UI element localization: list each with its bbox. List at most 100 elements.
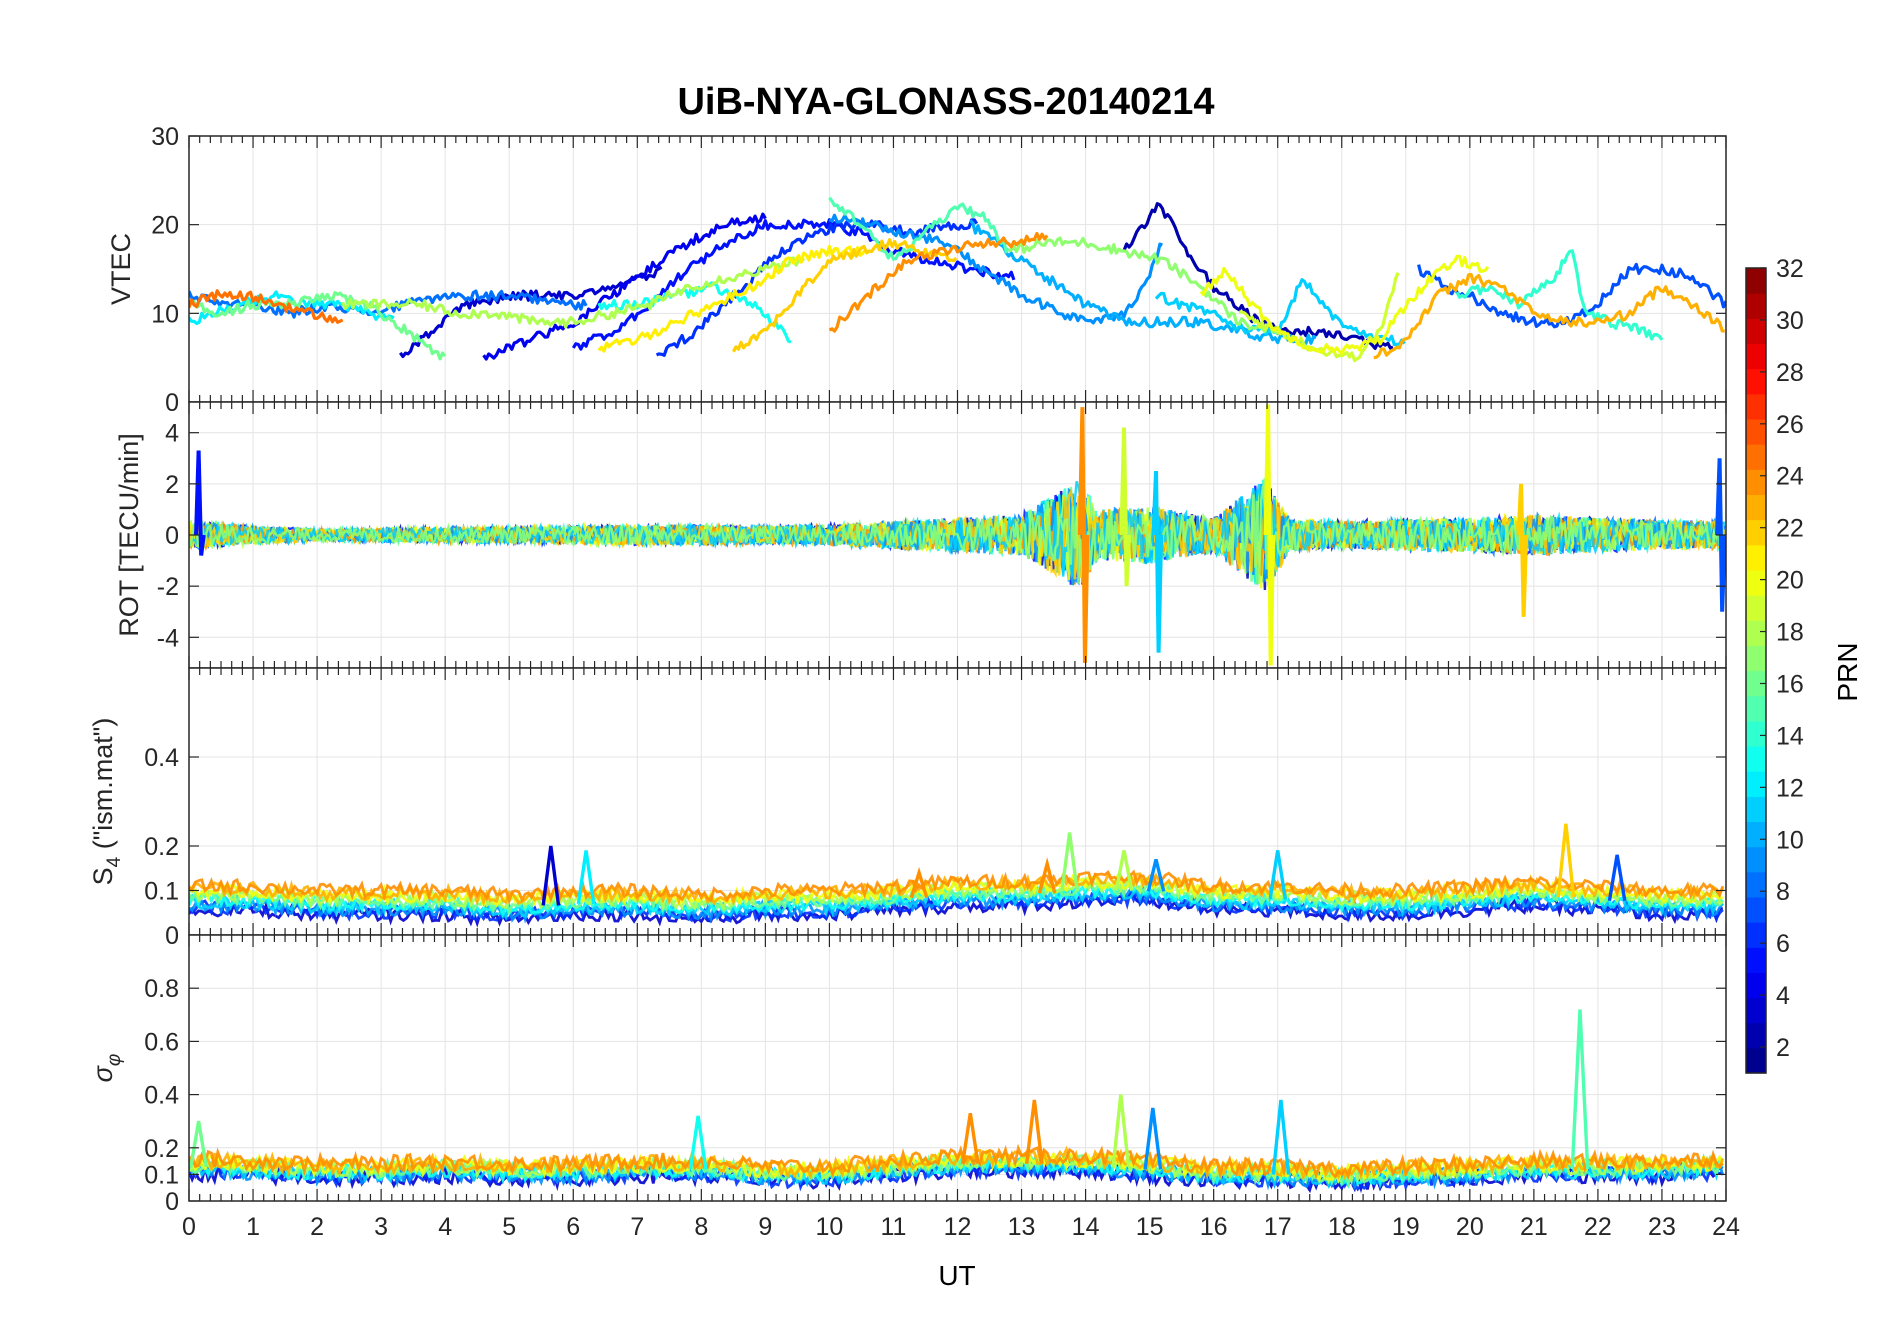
colorbar-swatch	[1746, 720, 1766, 747]
x-tick-label: 20	[1456, 1213, 1484, 1241]
colorbar-swatch	[1746, 796, 1766, 823]
colorbar-swatch	[1746, 569, 1766, 596]
spike-prn-9	[1146, 858, 1166, 892]
spike-prn-22	[1556, 823, 1576, 898]
x-tick-label: 11	[880, 1213, 906, 1241]
y-axis-label-part: 4	[104, 856, 125, 867]
colorbar-swatch	[1746, 469, 1766, 496]
x-tick-label: 22	[1584, 1213, 1612, 1241]
y-tick-label: 10	[151, 300, 179, 328]
panel-rot: -4 -2 0 2 4 ROT [TECU/min]	[114, 401, 1727, 669]
spike-prn-12	[576, 850, 596, 905]
spike-prn-19	[1119, 427, 1132, 587]
colorbar-tick-label: 22	[1776, 515, 1804, 543]
x-tick-label: 17	[1264, 1213, 1292, 1241]
x-tick-label: 1	[246, 1213, 260, 1241]
colorbar-tick-label: 28	[1776, 359, 1804, 387]
x-tick-label: 24	[1712, 1213, 1740, 1241]
y-tick-label: 0.6	[144, 1028, 179, 1056]
series-line-prn-10	[969, 219, 1317, 345]
y-axis-label: VTEC	[106, 233, 136, 305]
colorbar-swatch	[1746, 922, 1766, 948]
spike-prn-11	[1268, 850, 1288, 900]
colorbar-swatch	[1746, 318, 1766, 345]
y-tick-label: 0.2	[144, 1135, 179, 1163]
x-tick-label: 2	[310, 1213, 324, 1241]
series-line-prn-24	[189, 869, 1725, 906]
colorbar-tick-label: 12	[1776, 774, 1804, 802]
y-tick-label: 30	[151, 123, 179, 151]
spike-prn-24	[909, 866, 929, 899]
y-tick-label: 4	[165, 420, 179, 448]
y-axis-label-part: S	[88, 867, 118, 885]
y-tick-label: 0	[165, 922, 179, 950]
x-tick-label: 14	[1072, 1213, 1100, 1241]
x-tick-label: 12	[944, 1213, 972, 1241]
colorbar-swatch	[1746, 846, 1766, 873]
y-tick-label: 0.4	[144, 1082, 179, 1110]
colorbar-swatch	[1746, 620, 1766, 646]
spike-prn-7	[1607, 854, 1627, 902]
colorbar-tick-label: 6	[1776, 930, 1790, 958]
colorbar-tick-label: 8	[1776, 878, 1790, 906]
series-line-prn-11	[1154, 278, 1406, 347]
series-line-prn-15	[828, 196, 1010, 261]
colorbar-swatch	[1746, 368, 1766, 395]
y-axis-label: σφ	[88, 1054, 125, 1083]
spike-prn-9	[1143, 1107, 1163, 1170]
colorbar-tick-label: 10	[1776, 826, 1804, 854]
colorbar-swatch	[1746, 595, 1766, 621]
y-tick-label: -2	[157, 573, 179, 601]
spike-prn-18	[1111, 1094, 1131, 1167]
colorbar-swatch	[1746, 670, 1766, 697]
y-tick-label: -4	[157, 624, 179, 652]
series-line-prn-4	[482, 212, 767, 361]
y-tick-label: 0.1	[144, 1161, 179, 1189]
y-tick-label: 0	[165, 522, 179, 550]
series-line-prn-16	[189, 291, 447, 361]
x-ticks	[188, 668, 1727, 935]
y-axis-label: ROT [TECU/min]	[114, 433, 144, 637]
y-tick-label: 0.1	[144, 878, 179, 906]
series-line-prn-25	[189, 289, 344, 324]
colorbar-swatch	[1746, 896, 1766, 923]
y-tick-label: 0.8	[144, 975, 179, 1003]
colorbar-swatch	[1746, 1047, 1766, 1074]
colorbar-tick-label: 2	[1776, 1034, 1790, 1062]
colorbar-tick-label: 18	[1776, 619, 1804, 647]
y-axis-label-part: σ	[88, 1064, 118, 1082]
y-tick-label: 0	[165, 1188, 179, 1216]
y-tick-label: 0	[165, 389, 179, 417]
x-ticks	[188, 935, 1727, 1201]
x-ticks	[188, 136, 1727, 402]
colorbar-tick-label: 20	[1776, 567, 1804, 595]
spike-prn-24	[1037, 857, 1057, 894]
x-tick-label: 3	[374, 1213, 388, 1241]
colorbar-tick-label: 30	[1776, 307, 1804, 335]
spike-prn-22	[1516, 483, 1529, 617]
x-tick-label: 16	[1200, 1213, 1228, 1241]
x-tick-label: 5	[502, 1213, 516, 1241]
x-tick-label: 21	[1520, 1213, 1548, 1241]
colorbar-swatch	[1746, 745, 1766, 772]
spike-prn-16	[189, 1120, 208, 1168]
colorbar-swatch	[1746, 972, 1766, 999]
colorbar-label: PRN	[1832, 642, 1863, 701]
series-line-prn-20	[1199, 254, 1490, 356]
panel-s4: 0 0.1 0.2 0.4 S4 ("ism.mat")	[88, 667, 1727, 950]
spike-prn-11	[1151, 470, 1164, 653]
spike-prn-5	[194, 450, 206, 556]
colorbar-tick-label: 26	[1776, 411, 1804, 439]
x-ticks	[188, 402, 1727, 668]
x-tick-label: 10	[816, 1213, 844, 1241]
spike-prn-18	[1114, 850, 1134, 891]
y-axis-label-part: φ	[104, 1054, 125, 1066]
y-tick-label: 0.2	[144, 833, 179, 861]
x-tick-label: 8	[694, 1213, 708, 1241]
colorbar-tick-label: 32	[1776, 255, 1804, 283]
x-tick-label: 4	[438, 1213, 452, 1241]
y-tick-label: 0.4	[144, 744, 179, 772]
x-tick-label: 9	[758, 1213, 772, 1241]
